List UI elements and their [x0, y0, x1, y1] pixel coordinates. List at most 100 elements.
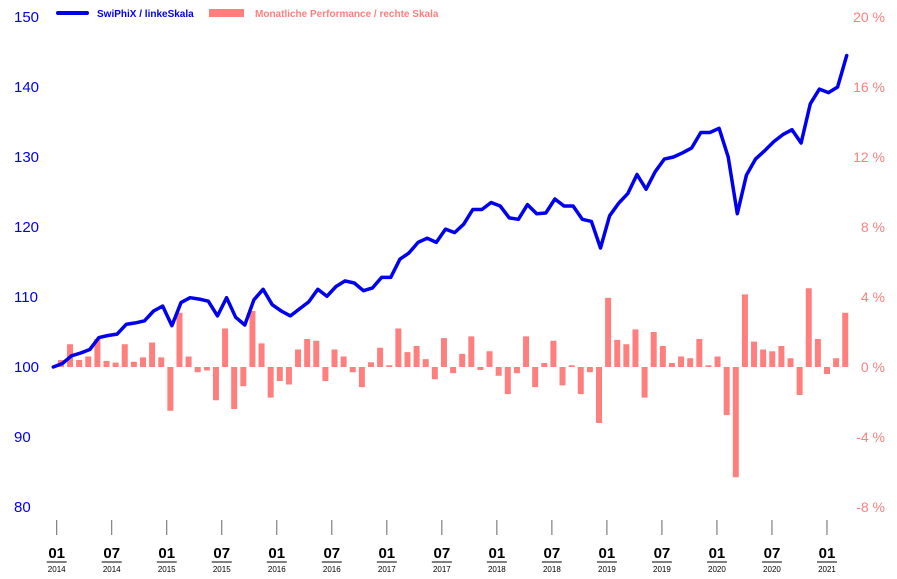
legend: SwiPhiX / linkeSkala Monatliche Performa…	[56, 9, 439, 20]
performance-bar	[85, 356, 92, 367]
performance-bar	[222, 328, 229, 367]
x-tick-year: 2020	[763, 565, 781, 574]
x-tick-year: 2015	[158, 565, 176, 574]
x-tick-month: 01	[158, 545, 175, 562]
right-tick-label: -4 %	[856, 429, 885, 445]
performance-bar	[732, 367, 739, 478]
performance-bar	[751, 341, 758, 367]
performance-bar	[778, 346, 785, 367]
performance-bar	[513, 367, 520, 374]
x-tick-month: 01	[378, 545, 395, 562]
performance-bar	[295, 349, 302, 367]
performance-bar	[231, 367, 238, 409]
performance-bar	[167, 367, 174, 411]
right-axis: -8 % -4 % 0 % 4 % 8 % 12 % 16 % 20 %	[853, 9, 885, 515]
performance-bar	[678, 356, 685, 367]
performance-bar	[842, 312, 849, 367]
performance-bar	[596, 367, 602, 423]
performance-bar	[586, 367, 593, 373]
performance-bar	[650, 332, 657, 367]
performance-bar	[477, 367, 484, 370]
performance-bar	[149, 342, 156, 367]
performance-bar	[504, 367, 511, 395]
performance-bar	[176, 312, 183, 367]
legend-label-index: SwiPhiX / linkeSkala	[97, 9, 194, 20]
performance-bar	[130, 361, 137, 367]
performance-bar	[285, 367, 292, 385]
x-tick-year: 2019	[598, 565, 616, 574]
performance-bar	[440, 338, 447, 367]
performance-bar	[541, 362, 548, 367]
performance-bar	[614, 339, 621, 367]
performance-bar	[276, 367, 283, 381]
performance-bar	[696, 339, 703, 367]
left-tick-label: 100	[14, 359, 39, 376]
performance-bar	[194, 367, 201, 373]
performance-bar	[140, 357, 146, 367]
index-line	[51, 53, 849, 369]
performance-bar	[240, 367, 247, 387]
right-tick-label: 16 %	[853, 79, 885, 95]
performance-bar	[659, 346, 666, 367]
left-tick-label: 120	[14, 219, 39, 236]
left-tick-label: 90	[14, 429, 31, 446]
x-tick-year: 2014	[48, 565, 66, 574]
performance-bar	[395, 328, 402, 367]
performance-bar	[203, 367, 210, 371]
performance-bar	[796, 367, 803, 395]
x-tick-year: 2020	[708, 565, 726, 574]
performance-bar	[94, 339, 101, 367]
x-axis: 01 2014 07 2014 01 2015 07 2015 01 2016 07 2016 01 20…	[46, 520, 837, 574]
x-tick-year: 2015	[213, 565, 231, 574]
performance-bar	[550, 340, 557, 367]
x-tick-month: 01	[599, 545, 616, 562]
bar-series	[57, 288, 849, 478]
x-tick-year: 2019	[653, 565, 671, 574]
x-tick-year: 2016	[323, 565, 341, 574]
performance-bar	[723, 367, 730, 416]
performance-bar	[258, 343, 265, 367]
performance-bar	[568, 365, 575, 367]
right-tick-label: 0 %	[861, 359, 885, 375]
performance-bar	[787, 358, 794, 367]
right-tick-label: 12 %	[853, 149, 885, 165]
x-tick-month: 01	[268, 545, 285, 562]
left-tick-label: 140	[14, 79, 39, 96]
performance-bar	[422, 359, 429, 367]
x-tick-year: 2017	[433, 565, 451, 574]
right-tick-label: 4 %	[861, 289, 885, 305]
performance-bar	[386, 365, 393, 367]
performance-bar	[450, 367, 457, 374]
x-tick-year: 2021	[818, 565, 836, 574]
performance-bar	[668, 362, 675, 367]
performance-bar	[185, 356, 192, 367]
x-tick-year: 2016	[268, 565, 286, 574]
x-tick-month: 07	[323, 545, 340, 562]
performance-bar	[805, 288, 812, 367]
x-tick-year: 2018	[543, 565, 561, 574]
x-tick-month: 01	[709, 545, 726, 562]
performance-bar	[605, 297, 612, 367]
performance-bar	[340, 356, 347, 367]
performance-bar	[760, 349, 767, 367]
performance-bar	[249, 311, 256, 367]
performance-bar	[331, 349, 338, 367]
performance-bar	[459, 353, 466, 367]
left-axis: 80 90 100 110 120 130 140 150	[14, 9, 39, 516]
right-tick-label: 20 %	[853, 9, 885, 25]
x-tick-month: 07	[433, 545, 450, 562]
x-tick-month: 01	[489, 545, 506, 562]
performance-bar	[121, 344, 128, 367]
performance-bar	[313, 340, 320, 367]
performance-bar	[523, 336, 530, 367]
performance-bar	[212, 367, 219, 401]
left-tick-label: 80	[14, 499, 31, 516]
performance-bar	[577, 367, 584, 395]
performance-bar	[623, 344, 630, 367]
line-series	[51, 53, 849, 369]
left-tick-label: 110	[14, 289, 38, 306]
performance-bar	[769, 351, 776, 367]
performance-bar	[304, 339, 311, 367]
performance-bar	[377, 347, 384, 367]
